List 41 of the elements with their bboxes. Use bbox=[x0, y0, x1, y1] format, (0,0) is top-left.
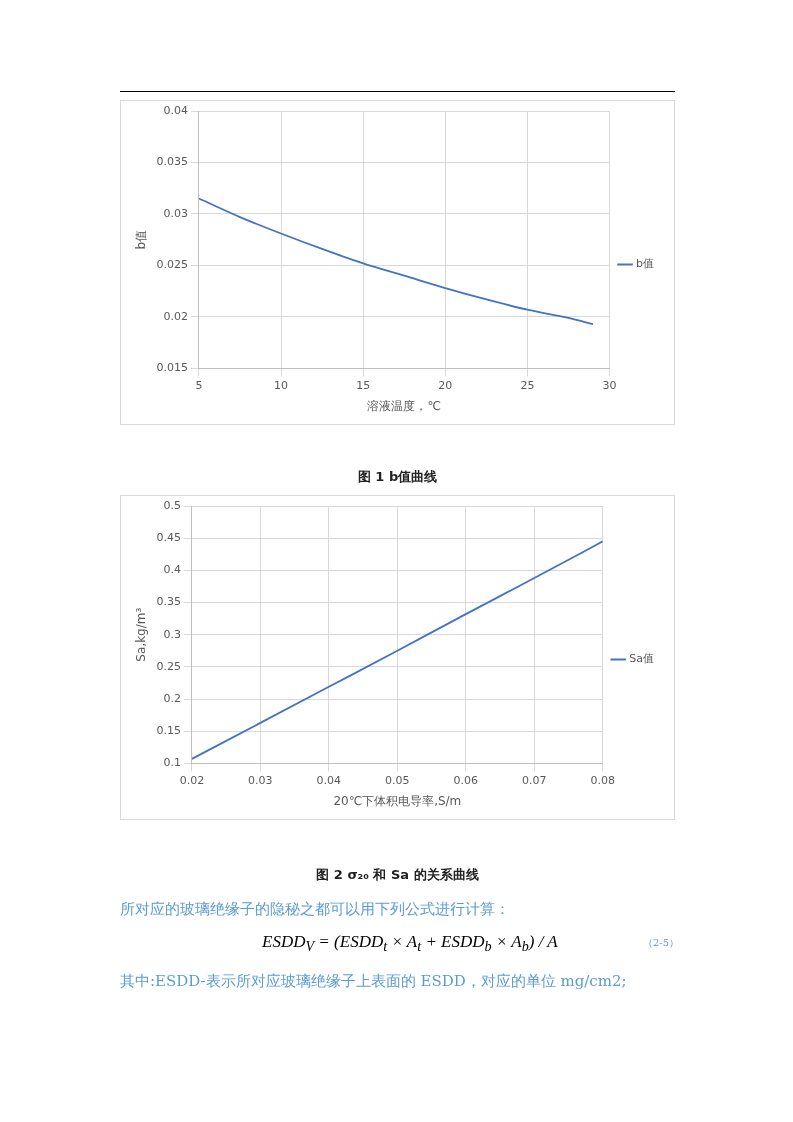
line-series bbox=[198, 197, 594, 326]
y-tick-label: 0.015 bbox=[156, 361, 188, 375]
x-tick-label: 0.06 bbox=[453, 773, 479, 787]
x-axis-title: 20℃下体积电导率,S/m bbox=[333, 793, 462, 808]
y-tick-label: 0.2 bbox=[163, 691, 181, 705]
x-tick-label: 0.07 bbox=[522, 773, 547, 787]
x-tick-label: 5 bbox=[195, 378, 203, 392]
text: 其中:ESDD-表示所对应玻璃绝缘子上表面的 ESDD，对应的单位 mg/cm2; bbox=[120, 972, 627, 991]
y-tick-label: 0.15 bbox=[156, 724, 181, 738]
x-tick-label: 10 bbox=[274, 378, 289, 392]
x-tick-label: 20 bbox=[438, 378, 453, 392]
x-axis-title: 溶液温度，℃ bbox=[367, 398, 441, 413]
y-tick-label: 0.35 bbox=[156, 595, 181, 609]
x-tick-label: 0.04 bbox=[316, 773, 342, 787]
x-tick-label: 0.08 bbox=[590, 773, 616, 787]
y-tick-label: 0.45 bbox=[156, 531, 181, 545]
y-axis-title: b值 bbox=[134, 229, 149, 250]
y-tick-label: 0.3 bbox=[163, 627, 181, 641]
y-tick-label: 0.035 bbox=[156, 155, 188, 169]
y-tick-label: 0.03 bbox=[163, 206, 188, 220]
x-tick-label: 30 bbox=[602, 378, 617, 392]
y-tick-label: 0.25 bbox=[156, 659, 181, 673]
x-tick-label: 25 bbox=[520, 378, 535, 392]
text: （2-5） bbox=[643, 936, 680, 950]
text: ESDD$_{V}$ = (ESDD$_{t}$ × A$_{t}$ + ESDD$_{b}$ × A$_{b}$) / A bbox=[262, 932, 558, 955]
y-tick-label: 0.1 bbox=[163, 756, 181, 770]
y-tick-label: 0.04 bbox=[163, 103, 188, 117]
y-tick-label: 0.4 bbox=[163, 563, 181, 577]
text: 图 1 b值曲线 bbox=[356, 468, 439, 486]
y-tick-label: 0.025 bbox=[156, 258, 188, 272]
x-tick-label: 0.05 bbox=[385, 773, 410, 787]
x-tick-label: 15 bbox=[356, 378, 371, 392]
x-tick-label: 0.03 bbox=[248, 773, 273, 787]
y-tick-label: 0.5 bbox=[163, 498, 181, 512]
y-axis-title: Sa,kg/m³ bbox=[134, 607, 149, 662]
legend-label: b值 bbox=[636, 257, 654, 271]
x-tick-label: 0.02 bbox=[179, 773, 205, 787]
text: 所对应的玻璃绝缘子的隐秘之都可以用下列公式进行计算： bbox=[120, 900, 510, 919]
y-tick-label: 0.02 bbox=[163, 309, 188, 323]
text: 图 2 σ₂₀ 和 Sa 的关系曲线 bbox=[315, 866, 480, 884]
legend-label: Sa值 bbox=[629, 652, 655, 666]
